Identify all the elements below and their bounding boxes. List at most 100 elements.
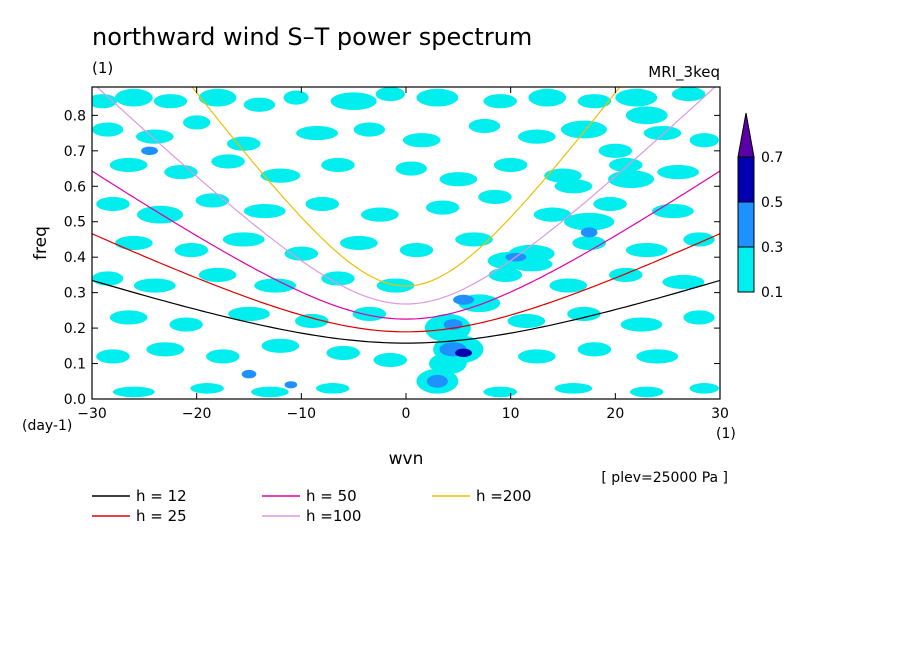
power-patch [593,196,627,212]
power-patch [483,386,517,398]
power-patch [352,306,387,321]
power-patch [190,383,224,394]
y-tick-label: 0.8 [64,108,86,124]
power-patch [305,196,340,212]
y-unit-label: (day-1) [22,418,72,434]
power-patch [468,118,501,134]
x-tick-label: −10 [287,406,317,422]
plev-note: [ plev=25000 Pa ] [601,470,728,486]
power-patch [261,338,300,353]
legend: h = 12 h = 25 h = 50 h =100 h =200 [92,487,531,525]
power-patch [146,342,185,357]
y-tick-label: 0.0 [64,392,86,408]
power-patch [402,133,441,148]
colorbar: 0.1 0.3 0.5 0.7 [737,112,783,301]
power-patch [321,271,355,286]
power-patch [439,172,478,187]
power-patch [169,317,203,332]
power-patch [92,94,118,109]
x-axis-label: wvn [389,449,424,469]
power-patch [625,106,668,125]
power-patch-strong [241,369,257,379]
x-tick-label: 0 [402,406,411,422]
power-patch [577,342,612,357]
power-patch [174,243,209,258]
power-patch [554,383,593,394]
power-patch [399,243,434,258]
power-patch [609,267,643,282]
power-patch [683,232,715,247]
x-tick-label: 30 [711,406,729,422]
power-patch [577,94,612,109]
power-patch [533,207,572,222]
power-patch [228,306,270,321]
dispersion-curve-h25 [92,233,720,333]
power-patch [198,88,237,107]
x-unit-label: (1) [716,426,736,442]
power-patch [254,278,297,293]
power-patch [683,310,715,325]
power-patch [560,120,607,139]
legend-label: h = 50 [306,487,357,505]
power-patch [507,313,546,329]
power-patch [620,317,663,332]
colorbar-label: 0.3 [761,240,783,256]
plot-frame [91,86,721,400]
power-contours [92,87,719,398]
power-patch [360,207,399,222]
power-patch [353,122,386,137]
power-patch [164,165,198,180]
power-patch [222,232,265,247]
power-patch [96,196,130,212]
power-patch [284,246,319,261]
power-patch-strong [455,348,472,358]
power-patch [643,126,682,141]
y-axis-label: freq [31,226,51,260]
power-patch [662,274,705,290]
y-tick-label: 0.5 [64,215,86,231]
y-tick-label: 0.3 [64,286,86,302]
power-patch [243,204,286,219]
power-patch [137,205,184,224]
x-tick-label: 10 [502,406,520,422]
colorbar-label: 0.7 [761,150,783,166]
power-patch [112,386,155,398]
power-patch [395,161,427,176]
power-patch [373,352,408,368]
x-tick-label: −30 [77,406,107,422]
power-patch [198,267,237,282]
power-patch [227,136,261,151]
power-patch [549,278,588,293]
power-patch [528,88,567,107]
colorbar-label: 0.1 [761,285,783,301]
y-tick-label: 0.7 [64,144,86,160]
power-patch [478,189,512,204]
power-patch [609,157,643,173]
power-patch [689,383,719,394]
legend-label: h = 12 [136,487,187,505]
power-patch [109,310,148,325]
power-patch [598,143,633,158]
colorbar-segment [737,246,755,293]
power-patch [572,235,606,251]
power-patch [206,349,240,364]
power-patch [183,115,211,130]
power-patch [429,352,467,375]
y-tick-label: 0.2 [64,321,86,337]
power-patch [211,154,245,169]
chart-subtitle-right: MRI_3keq [648,63,720,82]
dispersion-curve-h100 [96,87,716,305]
chart-subtitle-left: (1) [92,59,113,77]
power-patch [340,235,378,251]
power-patch [153,94,188,109]
power-patch [567,306,601,321]
power-patch [251,386,289,398]
power-patch [96,349,130,364]
x-axis: −30 −20 −10 0 10 20 30 [77,87,729,422]
power-patch [260,168,301,183]
power-patch-strong [284,381,298,389]
chart-title: northward wind S–T power spectrum [92,23,532,51]
colorbar-label: 0.5 [761,195,783,211]
colorbar-segment [737,156,755,203]
